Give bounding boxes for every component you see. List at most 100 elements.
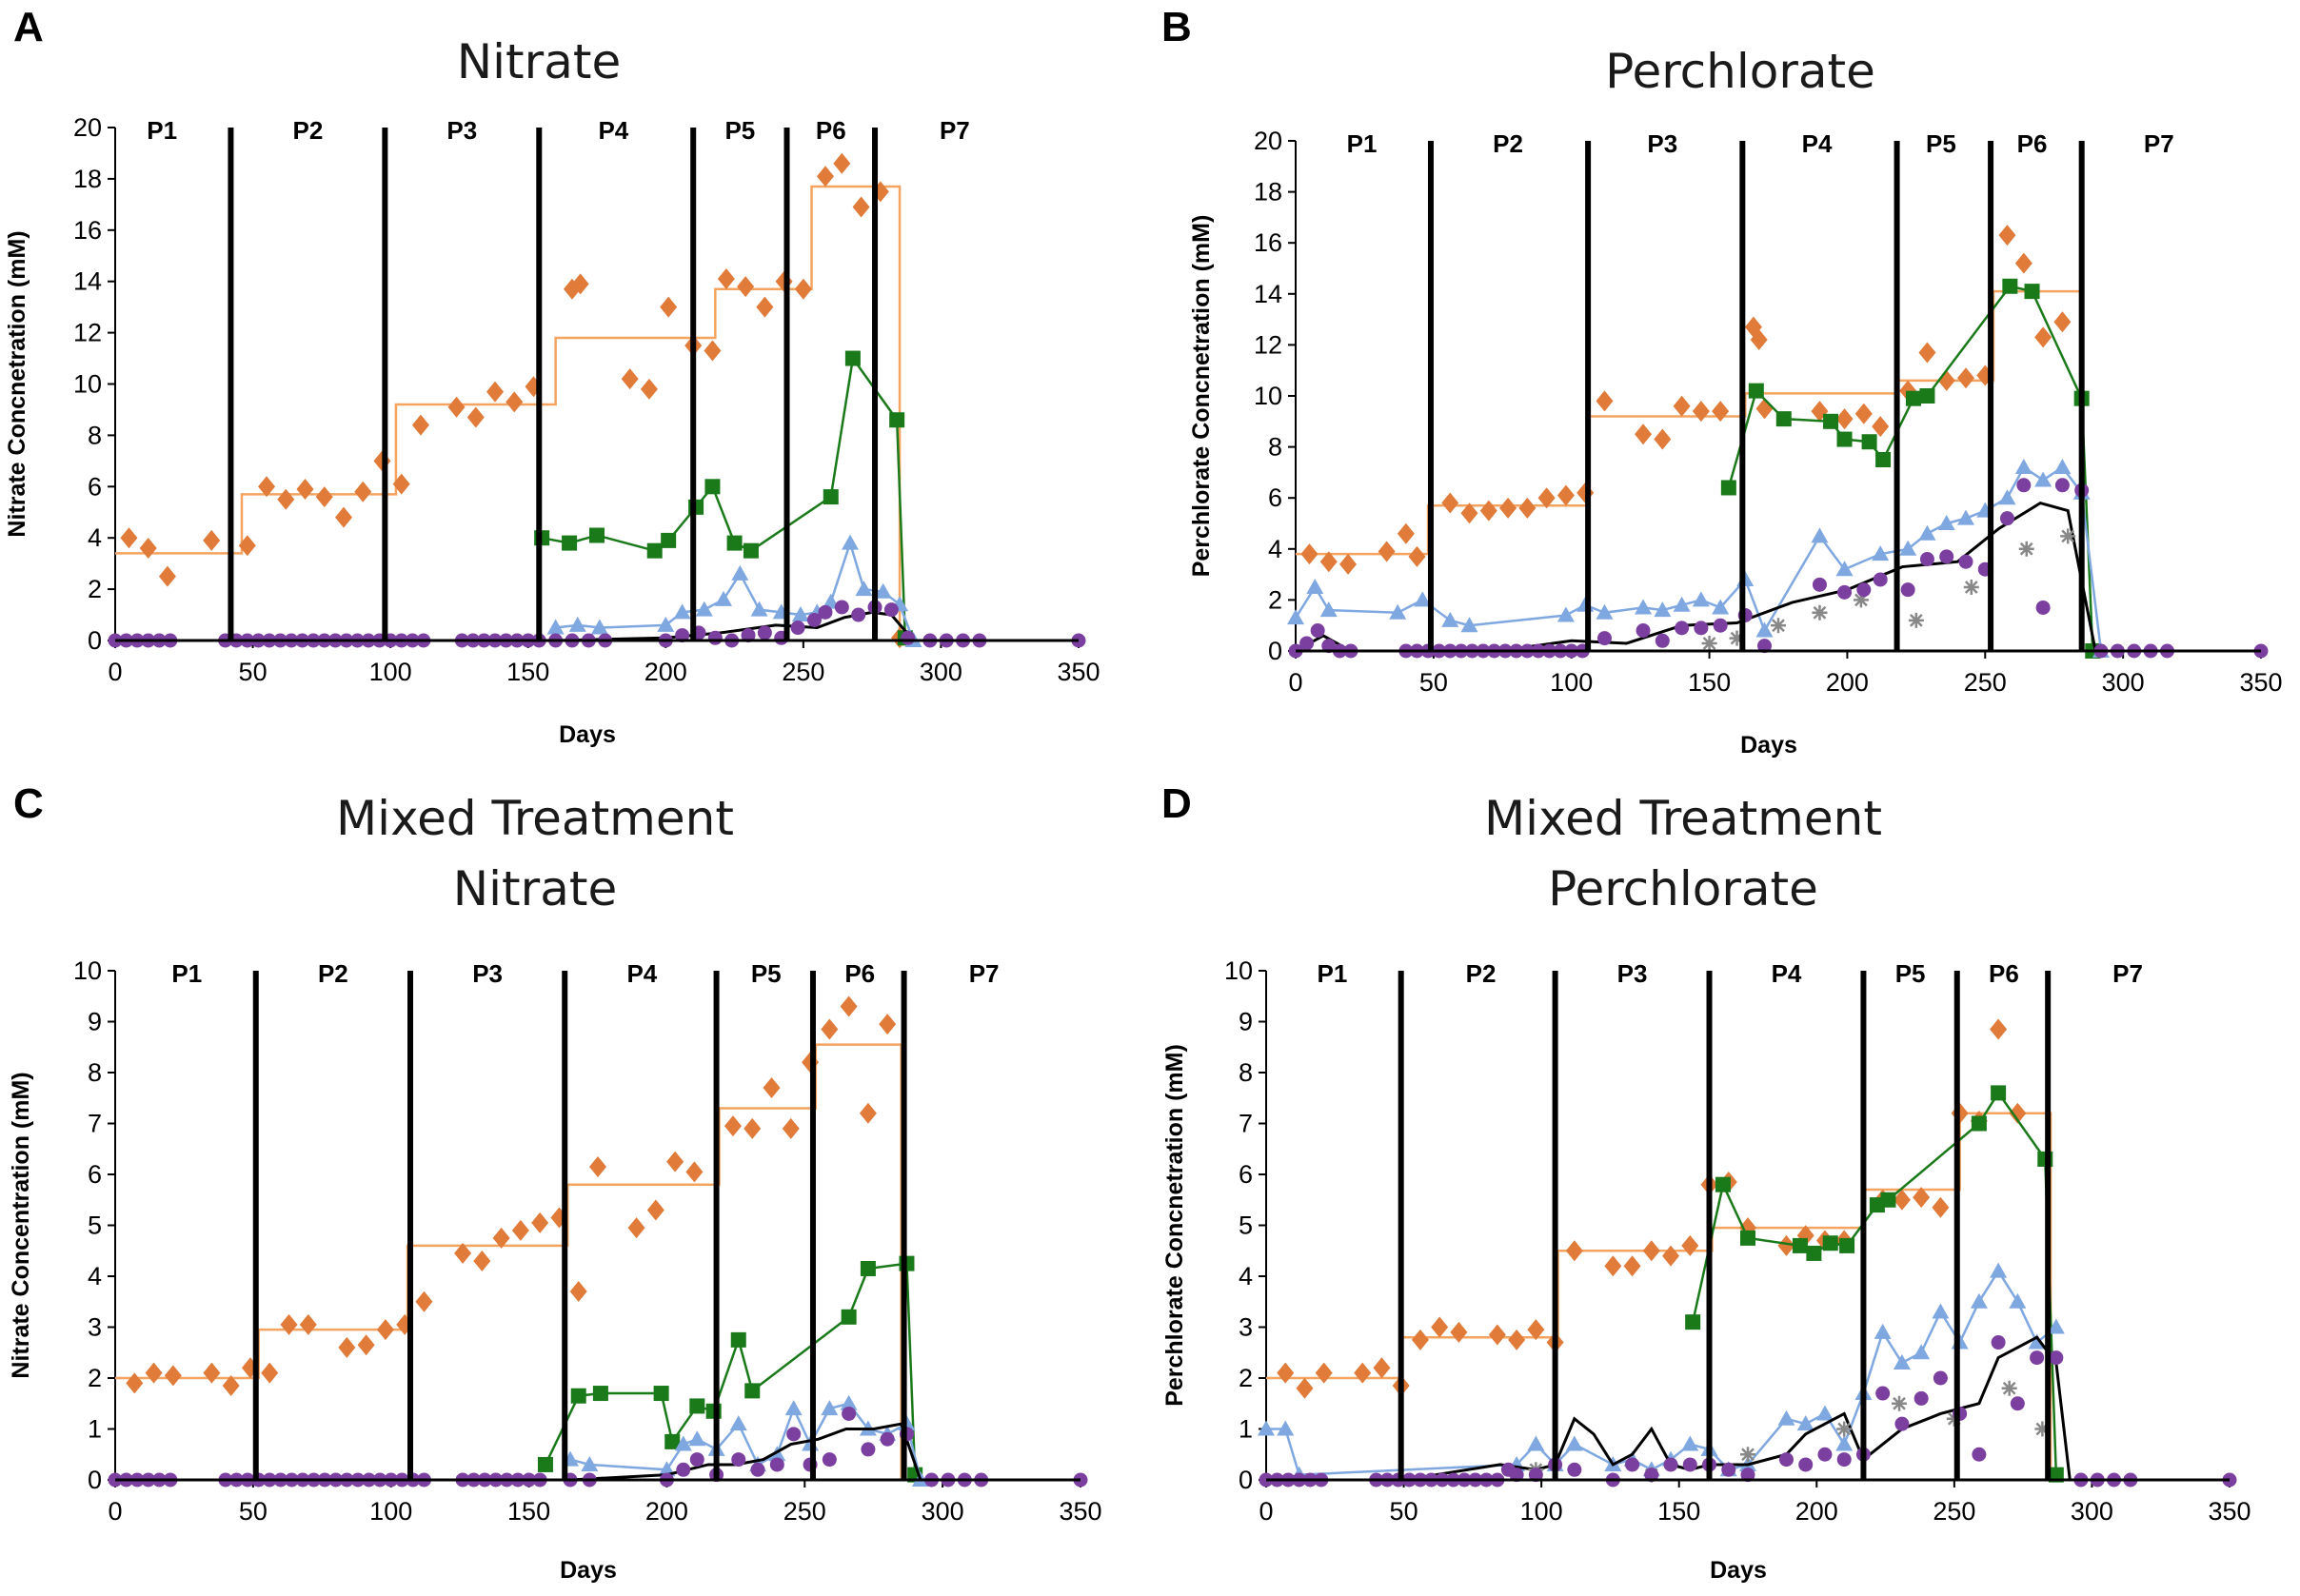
series-green-point [823,489,839,505]
series-green-point [744,1383,761,1399]
chart-title-line-0: Perchlorate [1605,44,1875,99]
series-purple-point [1778,1452,1794,1468]
series-measured-influent-point [120,527,138,549]
x-tick-label: 250 [782,658,824,686]
y-tick-label: 2 [88,1364,102,1392]
y-tick-label: 6 [88,1160,102,1189]
series-measured-influent-point [145,1362,163,1384]
panel-b: B Perchlorate 0 2 4 6 8 10 12 14 16 18 20 0 50 100 150 2… [1150,0,2300,780]
series-green-point [1715,1176,1731,1192]
series-blue-point [855,581,873,597]
series-measured-influent-point [1508,1329,1526,1350]
y-tick-label: 4 [1239,1262,1253,1291]
series-blue-point [1835,561,1854,577]
series-blue-point [688,1430,706,1447]
series-measured-influent-point [315,486,333,508]
x-tick-label: 200 [1826,668,1869,697]
series-measured-influent-point [1937,369,1955,391]
series-purple-point [1933,1370,1948,1386]
series-gray-point [2001,1380,2017,1396]
series-purple-point [1299,636,1315,651]
y-tick-label: 2 [1268,585,1282,614]
series-purple-point [901,630,916,645]
series-measured-influent-point [1319,551,1338,573]
y-tick-label: 0 [88,1466,102,1494]
phase-label: P3 [1647,129,1677,158]
series-blue-point [1835,1435,1854,1451]
series-purple-point [1740,1468,1755,1483]
series-measured-influent-point [794,278,812,300]
panel-d: D Mixed Treatment Perchlorate 0 1 2 3 4 5 6 7 8 9 10… [1150,780,2300,1596]
series-measured-influent-point [1642,1240,1660,1262]
series-measured-influent-point [203,1362,221,1384]
x-tick-label: 250 [1964,668,2007,697]
series-purple-point [2035,600,2051,615]
series-green-line [544,1262,917,1475]
series-blue-point [1460,617,1478,633]
x-tick-label: 250 [783,1497,826,1526]
series-blue-point [750,601,768,617]
series-measured-influent-point [1499,497,1517,519]
x-tick-label: 100 [369,1497,412,1526]
series-measured-influent-point [1296,1377,1314,1399]
series-measured-influent-point [376,1319,394,1341]
phase-label: P5 [1926,129,1956,158]
series-green-point [726,535,743,551]
x-tick-label: 150 [1688,668,1731,697]
series-measured-influent-point [1596,390,1614,412]
series-measured-influent-point [1998,225,2016,246]
series-blue-point [590,619,608,635]
series-blue-point [1913,1344,1931,1360]
series-measured-influent-point [2009,1102,2027,1124]
series-measured-influent-point [2053,311,2072,333]
y-tick-label: 8 [88,1058,102,1087]
series-purple-point [1663,1457,1678,1472]
series-green-point [1861,434,1877,450]
series-purple-point [806,612,822,627]
series-measured-influent-point [203,529,221,551]
series-purple-point [689,1452,704,1468]
series-blue-point [1957,509,1975,525]
series-measured-influent-point [589,1155,606,1177]
series-purple-point [790,621,805,636]
series-blue-point [1277,1420,1295,1436]
y-tick-label: 5 [1239,1212,1253,1240]
series-measured-influent-point [447,396,466,418]
series-measured-influent-point [646,1199,664,1221]
series-purple-point [769,1457,784,1472]
series-blue-point [1874,1323,1892,1339]
series-measured-influent-point [1488,1324,1506,1346]
x-tick-label: 350 [1057,658,1100,686]
x-tick-label: 150 [506,658,549,686]
series-purple-point [675,628,690,643]
series-green-point [562,535,578,551]
x-tick-label: 0 [1288,668,1302,697]
series-influent-line [1266,1112,2230,1482]
panel-label-a: A [13,4,44,50]
x-tick-label: 200 [644,658,687,686]
series-blue-point [821,1400,839,1416]
series-measured-influent-point [1673,395,1691,417]
series-blue-point [2034,471,2052,487]
phase-label: P4 [598,116,628,145]
y-tick-label: 12 [1254,330,1282,359]
series-green-point [661,532,677,548]
series-purple-point [731,1452,746,1468]
phase-label: P5 [751,959,782,988]
series-measured-influent-point [296,478,314,500]
series-measured-influent-point [1300,543,1319,565]
series-measured-influent-point [1431,1316,1449,1338]
x-tick-label: 0 [1259,1497,1273,1526]
series-measured-influent-point [280,1313,298,1335]
series-purple-point [822,1452,837,1468]
series-measured-influent-point [1378,541,1396,562]
series-purple-point [741,628,756,643]
series-gray-point-stroke-3 [1837,1422,1852,1436]
phase-label: P7 [940,116,970,145]
phase-label: P6 [816,116,846,145]
y-tick-label: 0 [1239,1466,1253,1494]
phase-label: P1 [171,959,202,988]
series-green-point [844,350,861,366]
series-green-point [570,1388,586,1404]
